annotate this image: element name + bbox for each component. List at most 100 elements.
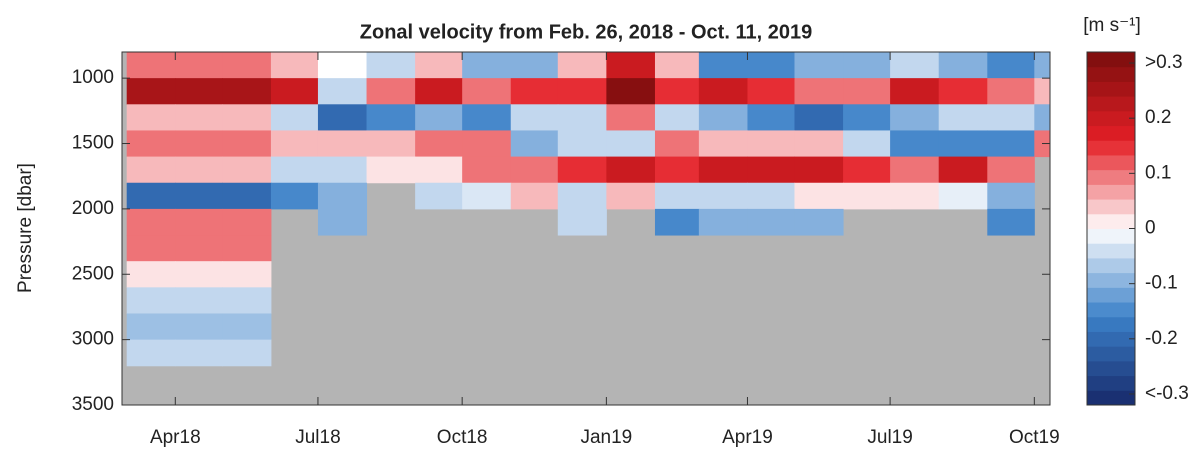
heatmap-cell bbox=[939, 104, 988, 131]
heatmap-cell bbox=[318, 157, 367, 184]
heatmap-cell bbox=[747, 157, 795, 184]
heatmap-cell bbox=[271, 183, 319, 210]
colorbar-tick-label: -0.1 bbox=[1145, 273, 1178, 294]
heatmap-cell bbox=[222, 52, 271, 79]
colorbar-band bbox=[1087, 184, 1135, 199]
colorbar-band bbox=[1087, 273, 1135, 288]
heatmap-cell bbox=[127, 183, 176, 210]
heatmap-cell bbox=[655, 130, 699, 157]
heatmap-cell bbox=[890, 183, 939, 210]
y-axis-label: Pressure [dbar] bbox=[15, 163, 36, 293]
chart: Zonal velocity from Feb. 26, 2018 - Oct.… bbox=[0, 0, 1204, 451]
heatmap-cell bbox=[415, 104, 463, 131]
colorbar-band bbox=[1087, 67, 1135, 82]
heatmap-cell bbox=[606, 104, 655, 131]
heatmap-cell bbox=[367, 78, 416, 105]
heatmap-cell bbox=[747, 104, 795, 131]
heatmap-cell bbox=[222, 130, 271, 157]
heatmap-cell bbox=[175, 209, 223, 236]
heatmap-cell bbox=[127, 340, 176, 367]
heatmap-cell bbox=[175, 235, 223, 262]
heatmap-cell bbox=[318, 104, 367, 131]
heatmap-cell bbox=[222, 209, 271, 236]
heatmap-cell bbox=[890, 104, 939, 131]
heatmap-cell bbox=[367, 104, 416, 131]
colorbar-band bbox=[1087, 81, 1135, 96]
y-tick-label: 1000 bbox=[72, 67, 114, 88]
heatmap-cell bbox=[987, 78, 1035, 105]
heatmap-cell bbox=[271, 78, 319, 105]
y-tick-label: 2000 bbox=[72, 198, 114, 219]
heatmap-cell bbox=[511, 78, 559, 105]
heatmap-cell bbox=[415, 157, 463, 184]
heatmap-cell bbox=[794, 183, 843, 210]
heatmap-cell bbox=[415, 183, 463, 210]
heatmap-cell bbox=[1034, 52, 1050, 79]
colorbar-tick-label: <-0.3 bbox=[1145, 383, 1189, 404]
heatmap-cell bbox=[271, 130, 319, 157]
heatmap-cell bbox=[1034, 78, 1050, 105]
heatmap-cell bbox=[462, 157, 511, 184]
heatmap-cell bbox=[699, 157, 748, 184]
heatmap-cell bbox=[939, 78, 988, 105]
y-tick-label: 1500 bbox=[72, 133, 114, 154]
colorbar-band bbox=[1087, 140, 1135, 155]
colorbar-band bbox=[1087, 229, 1135, 244]
colorbar-band bbox=[1087, 214, 1135, 229]
heatmap-cell bbox=[318, 130, 367, 157]
colorbar-band bbox=[1087, 126, 1135, 141]
heatmap-cell bbox=[127, 78, 176, 105]
colorbar-tick-label: 0.2 bbox=[1145, 107, 1171, 128]
heatmap-cell bbox=[843, 104, 891, 131]
heatmap-cell bbox=[655, 78, 699, 105]
heatmap-cell bbox=[794, 104, 843, 131]
x-tick-label: Oct18 bbox=[437, 427, 488, 448]
colorbar-band bbox=[1087, 390, 1135, 405]
colorbar-band bbox=[1087, 331, 1135, 346]
heatmap-cell bbox=[699, 183, 748, 210]
colorbar-band bbox=[1087, 111, 1135, 126]
heatmap-cell bbox=[415, 52, 463, 79]
colorbar-tick-label: -0.2 bbox=[1145, 328, 1178, 349]
heatmap-cell bbox=[699, 52, 748, 79]
colorbar-band bbox=[1087, 96, 1135, 111]
heatmap-cell bbox=[890, 52, 939, 79]
heatmap-cell bbox=[655, 52, 699, 79]
heatmap-cell bbox=[794, 52, 843, 79]
heatmap-cell bbox=[367, 52, 416, 79]
heatmap-cell bbox=[462, 104, 511, 131]
colorbar-band bbox=[1087, 243, 1135, 258]
heatmap-cell bbox=[367, 157, 416, 184]
heatmap-cell bbox=[699, 130, 748, 157]
heatmap-cell bbox=[558, 104, 607, 131]
heatmap-cell bbox=[606, 78, 655, 105]
heatmap-cell bbox=[794, 209, 843, 236]
heatmap-cell bbox=[987, 52, 1035, 79]
colorbar-band bbox=[1087, 317, 1135, 332]
heatmap-cell bbox=[939, 183, 988, 210]
heatmap-cell bbox=[794, 78, 843, 105]
colorbar-band bbox=[1087, 302, 1135, 317]
heatmap-cell bbox=[606, 130, 655, 157]
colorbar-tick-label: >0.3 bbox=[1145, 52, 1183, 73]
heatmap-cell bbox=[222, 104, 271, 131]
heatmap-cell bbox=[558, 52, 607, 79]
colorbar-band bbox=[1087, 155, 1135, 170]
heatmap-cell bbox=[462, 183, 511, 210]
heatmap-cell bbox=[271, 52, 319, 79]
colorbar-band bbox=[1087, 199, 1135, 214]
heatmap-cell bbox=[511, 183, 559, 210]
heatmap-cell bbox=[843, 157, 891, 184]
heatmap-cell bbox=[843, 52, 891, 79]
heatmap-cell bbox=[558, 157, 607, 184]
heatmap-cell bbox=[987, 209, 1035, 236]
heatmap-cell bbox=[462, 78, 511, 105]
heatmap-cell bbox=[606, 157, 655, 184]
heatmap-cell bbox=[655, 209, 699, 236]
heatmap-cell bbox=[222, 183, 271, 210]
heatmap-cell bbox=[655, 157, 699, 184]
x-tick-label: Oct19 bbox=[1009, 427, 1060, 448]
x-tick-label: Apr18 bbox=[150, 427, 201, 448]
heatmap-cell bbox=[890, 157, 939, 184]
heatmap-cell bbox=[843, 78, 891, 105]
